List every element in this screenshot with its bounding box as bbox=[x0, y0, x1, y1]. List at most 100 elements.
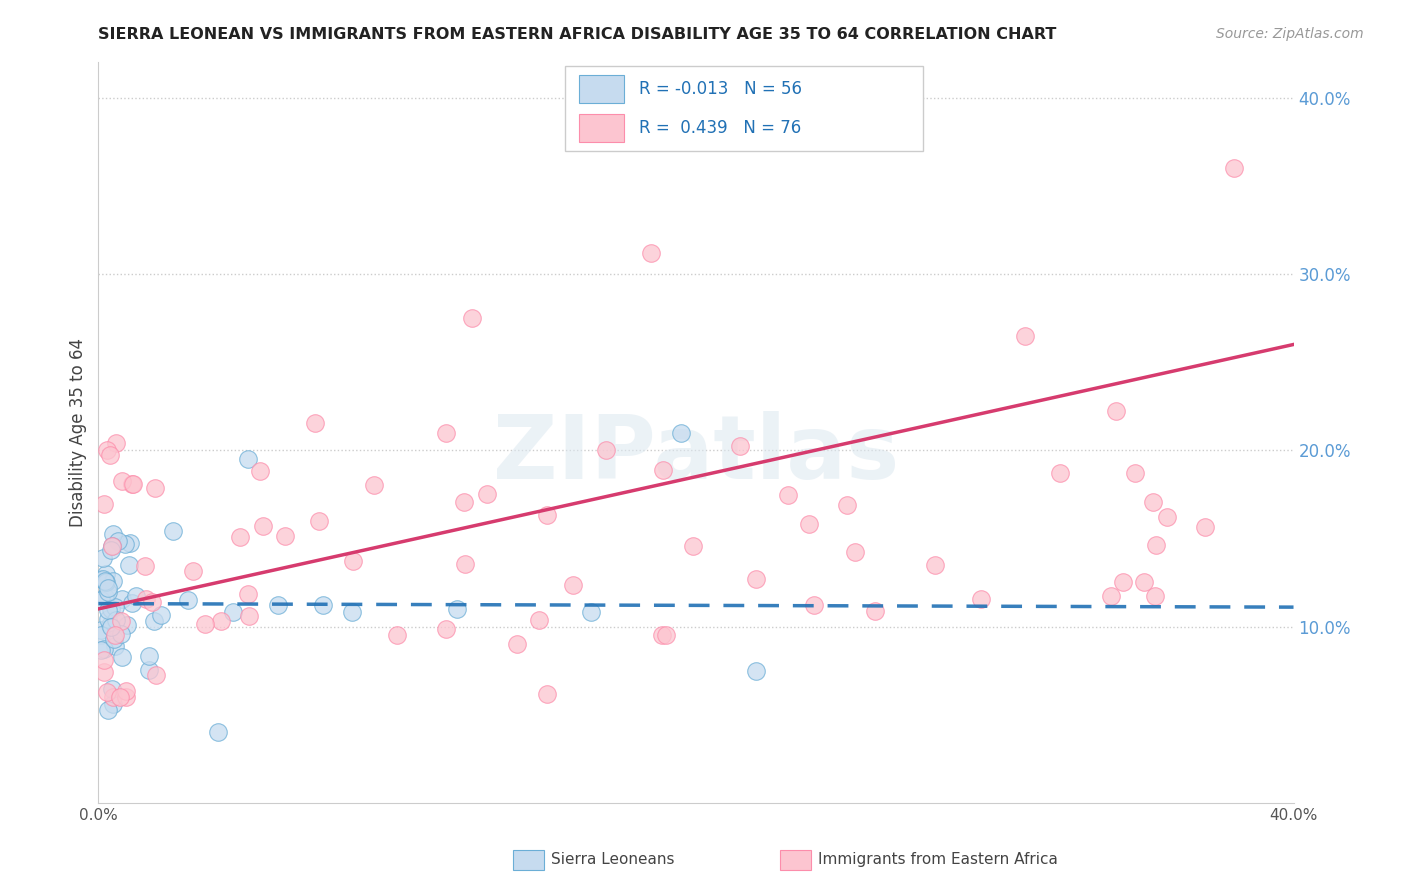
Point bbox=[125, 589, 148, 603]
Text: Sierra Leoneans: Sierra Leoneans bbox=[551, 853, 675, 867]
Point bbox=[581, 606, 603, 620]
Point bbox=[181, 564, 204, 578]
Point bbox=[114, 684, 136, 698]
Point bbox=[446, 602, 468, 616]
Point bbox=[91, 572, 114, 586]
Point bbox=[101, 526, 124, 541]
Text: ZIPatlas: ZIPatlas bbox=[494, 411, 898, 499]
Point bbox=[100, 682, 122, 697]
Point bbox=[108, 690, 131, 704]
Point bbox=[143, 481, 166, 495]
Y-axis label: Disability Age 35 to 64: Disability Age 35 to 64 bbox=[69, 338, 87, 527]
Point bbox=[134, 558, 156, 573]
Point bbox=[194, 616, 217, 631]
Point bbox=[655, 628, 678, 642]
Point bbox=[363, 478, 385, 492]
Point bbox=[93, 653, 115, 667]
Point bbox=[434, 425, 457, 440]
Point bbox=[562, 578, 585, 592]
Point bbox=[90, 628, 112, 642]
Point bbox=[385, 628, 409, 642]
Point bbox=[506, 637, 529, 651]
Point bbox=[145, 668, 167, 682]
Point bbox=[308, 514, 330, 528]
Point bbox=[1049, 467, 1071, 481]
Point bbox=[100, 618, 122, 632]
Point bbox=[527, 613, 550, 627]
Point bbox=[837, 498, 859, 512]
Point bbox=[138, 663, 160, 677]
Point bbox=[114, 537, 136, 551]
Point bbox=[96, 442, 118, 457]
Point bbox=[110, 649, 132, 664]
Point bbox=[453, 495, 475, 509]
Point bbox=[90, 623, 112, 637]
Point bbox=[669, 425, 692, 440]
Point bbox=[970, 591, 993, 606]
Point bbox=[101, 574, 124, 588]
Point bbox=[207, 725, 229, 739]
Point bbox=[267, 599, 290, 613]
Point bbox=[121, 476, 143, 491]
Bar bbox=[579, 114, 624, 143]
Point bbox=[1133, 575, 1156, 590]
Point bbox=[536, 508, 558, 523]
Point bbox=[222, 606, 245, 620]
Point bbox=[111, 474, 134, 488]
Point bbox=[104, 628, 127, 642]
Point bbox=[311, 599, 333, 613]
Point bbox=[536, 687, 558, 701]
Point bbox=[96, 574, 118, 589]
Point bbox=[177, 593, 200, 607]
Point bbox=[1105, 404, 1128, 418]
Point bbox=[595, 443, 617, 458]
Point bbox=[93, 642, 115, 657]
Point bbox=[105, 613, 128, 627]
Point bbox=[236, 452, 259, 467]
Point bbox=[803, 599, 825, 613]
Point bbox=[94, 574, 117, 588]
Point bbox=[162, 524, 184, 539]
Point bbox=[1142, 495, 1164, 509]
Point bbox=[97, 612, 120, 626]
Point bbox=[1014, 328, 1036, 343]
Text: Source: ZipAtlas.com: Source: ZipAtlas.com bbox=[1216, 27, 1364, 41]
Point bbox=[844, 545, 866, 559]
Point bbox=[101, 697, 124, 711]
Point bbox=[1194, 519, 1216, 533]
Point bbox=[122, 477, 145, 491]
Point bbox=[745, 664, 768, 678]
Point bbox=[101, 539, 124, 553]
Point bbox=[90, 643, 112, 657]
Point bbox=[252, 518, 274, 533]
Point bbox=[304, 417, 326, 431]
Text: R = -0.013   N = 56: R = -0.013 N = 56 bbox=[638, 80, 801, 98]
Point bbox=[728, 439, 751, 453]
Point bbox=[138, 648, 160, 663]
FancyBboxPatch shape bbox=[565, 66, 922, 152]
Point bbox=[454, 557, 477, 571]
Point bbox=[101, 539, 124, 553]
Text: SIERRA LEONEAN VS IMMIGRANTS FROM EASTERN AFRICA DISABILITY AGE 35 TO 64 CORRELA: SIERRA LEONEAN VS IMMIGRANTS FROM EASTER… bbox=[98, 27, 1057, 42]
Point bbox=[110, 614, 132, 628]
Point bbox=[97, 581, 120, 595]
Point bbox=[114, 690, 136, 704]
Point bbox=[141, 595, 163, 609]
Point bbox=[1099, 589, 1122, 603]
Point bbox=[238, 587, 260, 601]
Point bbox=[1112, 574, 1135, 589]
Point bbox=[865, 604, 887, 618]
Point bbox=[461, 311, 484, 326]
Point bbox=[434, 623, 457, 637]
Point bbox=[107, 533, 129, 548]
Point bbox=[93, 497, 115, 511]
Point bbox=[100, 602, 122, 616]
Point bbox=[228, 530, 250, 544]
Point bbox=[96, 684, 118, 698]
Point bbox=[110, 627, 132, 641]
Point bbox=[98, 448, 121, 462]
Point bbox=[96, 603, 118, 617]
Point bbox=[135, 591, 157, 606]
Point bbox=[651, 627, 673, 641]
Point bbox=[342, 554, 364, 568]
